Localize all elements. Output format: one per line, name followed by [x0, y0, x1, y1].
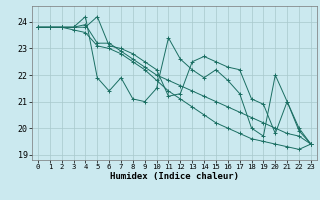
X-axis label: Humidex (Indice chaleur): Humidex (Indice chaleur) — [110, 172, 239, 181]
